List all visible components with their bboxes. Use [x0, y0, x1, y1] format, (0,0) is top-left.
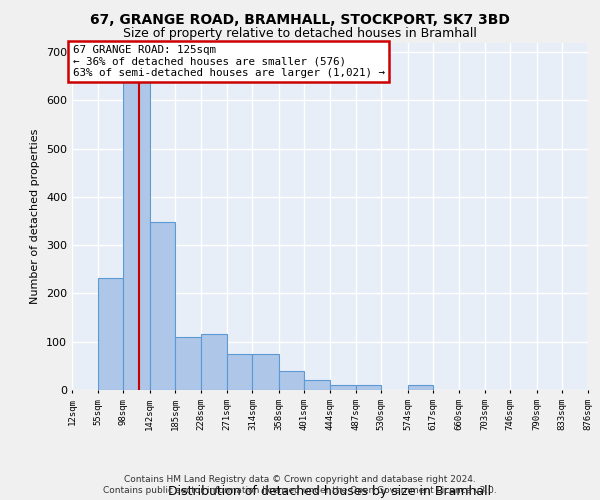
- Bar: [201, 334, 227, 390]
- Bar: [330, 385, 356, 390]
- Bar: [278, 370, 304, 390]
- Bar: [253, 354, 278, 390]
- Bar: [356, 385, 382, 390]
- Bar: [407, 385, 433, 390]
- Bar: [149, 222, 175, 390]
- Y-axis label: Number of detached properties: Number of detached properties: [31, 128, 40, 304]
- Bar: [227, 354, 253, 390]
- Text: 67, GRANGE ROAD, BRAMHALL, STOCKPORT, SK7 3BD: 67, GRANGE ROAD, BRAMHALL, STOCKPORT, SK…: [90, 12, 510, 26]
- Bar: [124, 76, 149, 390]
- Text: Contains public sector information licensed under the Open Government Licence v3: Contains public sector information licen…: [103, 486, 497, 495]
- Text: Size of property relative to detached houses in Bramhall: Size of property relative to detached ho…: [123, 28, 477, 40]
- Text: Contains HM Land Registry data © Crown copyright and database right 2024.: Contains HM Land Registry data © Crown c…: [124, 475, 476, 484]
- Text: 67 GRANGE ROAD: 125sqm
← 36% of detached houses are smaller (576)
63% of semi-de: 67 GRANGE ROAD: 125sqm ← 36% of detached…: [73, 45, 385, 78]
- Bar: [175, 337, 201, 390]
- X-axis label: Distribution of detached houses by size in Bramhall: Distribution of detached houses by size …: [169, 486, 491, 498]
- Bar: [98, 278, 124, 390]
- Bar: [304, 380, 330, 390]
